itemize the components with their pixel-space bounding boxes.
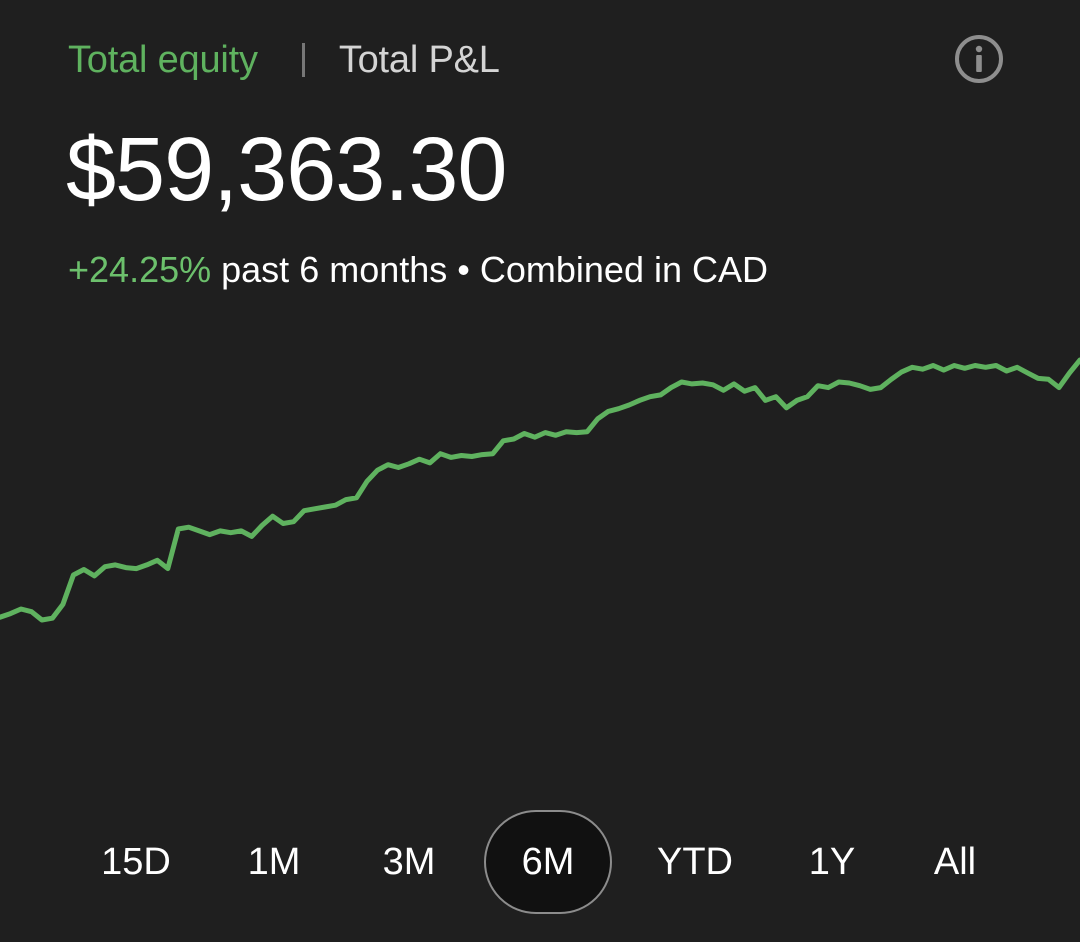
equity-tabs: Total equity Total P&L: [68, 36, 500, 84]
range-option-6m[interactable]: 6M: [484, 810, 612, 914]
range-option-ytd[interactable]: YTD: [657, 840, 733, 883]
tab-total-equity[interactable]: Total equity: [68, 38, 258, 81]
change-percent: +24.25%: [68, 249, 212, 290]
info-circle-icon: [955, 35, 1003, 83]
change-description: past 6 months • Combined in CAD: [221, 249, 768, 290]
range-option-all[interactable]: All: [933, 840, 977, 883]
change-summary: +24.25% past 6 months • Combined in CAD: [68, 248, 768, 292]
equity-value: $59,363.30: [66, 120, 507, 220]
info-button[interactable]: [953, 33, 1005, 85]
equity-line-series: [0, 357, 1080, 623]
range-option-1y[interactable]: 1Y: [808, 840, 856, 883]
range-option-3m[interactable]: 3M: [382, 840, 436, 883]
equity-chart[interactable]: [0, 300, 1080, 780]
range-selector: 15D 1M 3M 6M YTD 1Y All: [0, 810, 1080, 916]
range-option-15d[interactable]: 15D: [101, 840, 171, 883]
tab-divider: [301, 43, 305, 77]
tab-total-pl[interactable]: Total P&L: [338, 38, 500, 81]
range-option-1m[interactable]: 1M: [247, 840, 301, 883]
